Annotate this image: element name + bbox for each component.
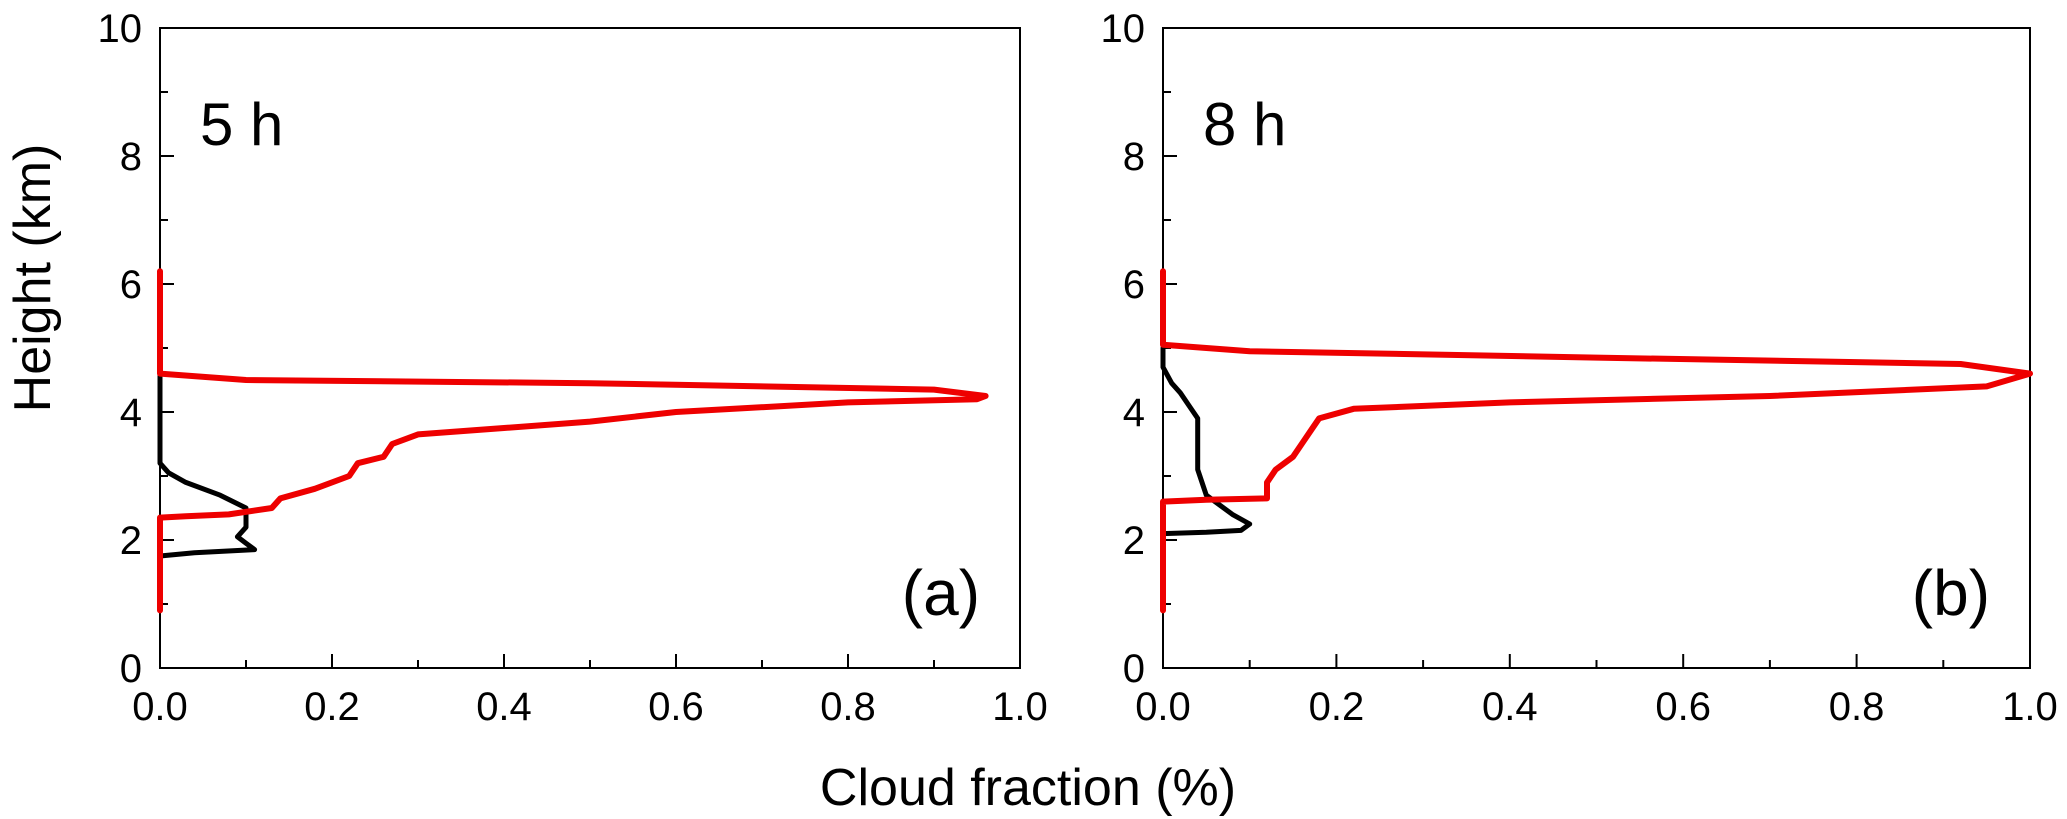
y-tick-label: 6 [1123, 263, 1145, 307]
x-tick-label: 0.0 [1135, 685, 1191, 729]
x-tick-label: 1.0 [992, 685, 1048, 729]
red-series-line [1160, 268, 2033, 614]
y-tick-label: 10 [1101, 7, 1146, 51]
panel-letter-label: (b) [1912, 557, 1990, 629]
panel-a: 0.0 0.2 0.4 0.6 0.8 1.0 0 2 4 6 8 10 5 h (a) [98, 7, 1048, 729]
x-tick-label: 0.2 [1309, 685, 1365, 729]
x-tick-label: 0.2 [304, 685, 360, 729]
y-tick-label: 0 [120, 647, 142, 691]
x-tick-label: 0.8 [820, 685, 876, 729]
y-tick-label: 8 [120, 135, 142, 179]
y-tick-label: 6 [120, 263, 142, 307]
x-tick-label: 0.8 [1829, 685, 1885, 729]
x-tick-label: 0.6 [648, 685, 704, 729]
y-tick-label: 4 [1123, 391, 1145, 435]
x-axis-title: Cloud fraction (%) [820, 759, 1236, 817]
plot-frame [1162, 27, 2031, 669]
x-tick-label: 0.6 [1655, 685, 1711, 729]
x-tick-label: 0.4 [476, 685, 532, 729]
y-tick-label: 2 [1123, 519, 1145, 563]
red-series-line [157, 268, 989, 614]
y-axis-title: Height (km) [4, 144, 62, 413]
x-tick-label: 1.0 [2002, 685, 2058, 729]
y-tick-label: 0 [1123, 647, 1145, 691]
black-series-line [1160, 345, 1253, 543]
x-tick-label: 0.0 [132, 685, 188, 729]
y-tick-label: 4 [120, 391, 142, 435]
panel-b: 0.0 0.2 0.4 0.6 0.8 1.0 0 2 4 6 8 10 8 h (b) [1101, 7, 2058, 729]
x-tick-label: 0.4 [1482, 685, 1538, 729]
plot-frame [159, 27, 1021, 669]
panel-letter-label: (a) [902, 557, 980, 629]
y-tick-label: 10 [98, 7, 143, 51]
black-series-line [157, 371, 258, 575]
y-tick-label: 8 [1123, 135, 1145, 179]
y-tick-label: 2 [120, 519, 142, 563]
time-label: 8 h [1203, 91, 1286, 158]
time-label: 5 h [200, 91, 283, 158]
